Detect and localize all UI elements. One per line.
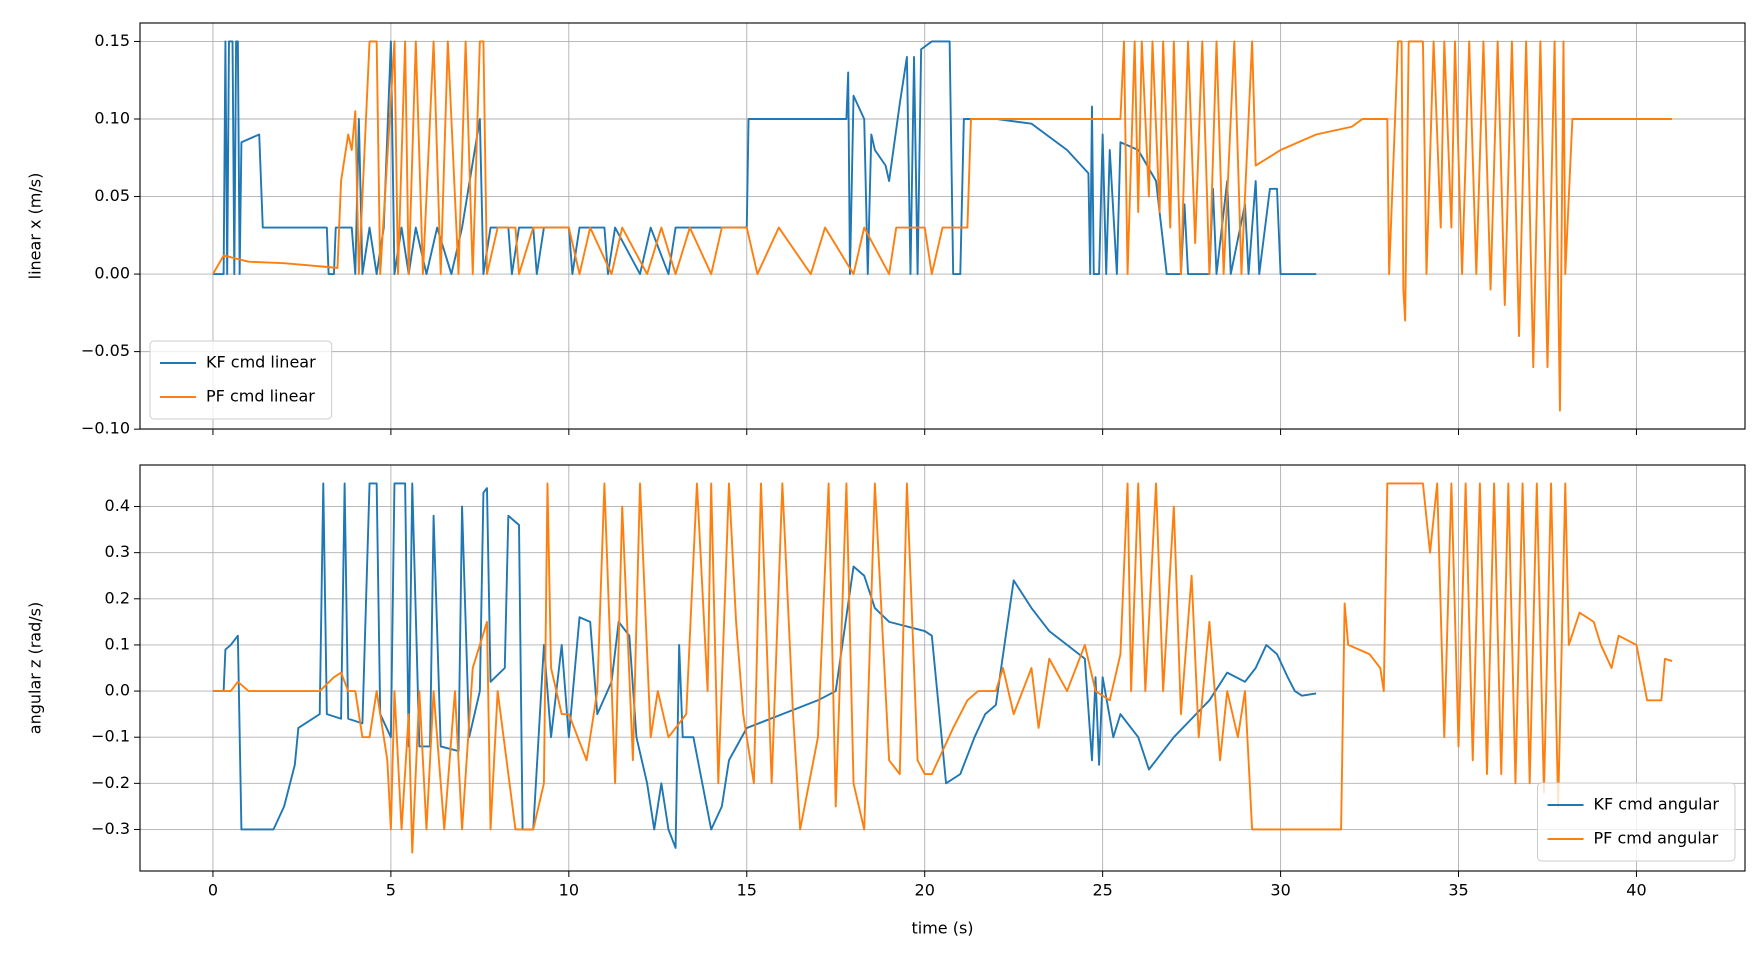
legend-frame (1537, 782, 1736, 862)
series-line (212, 482, 1673, 854)
y-tick-label: 0.3 (105, 542, 130, 561)
series-line (212, 40, 1317, 276)
series-line (212, 40, 1673, 412)
x-tick-label: 15 (737, 881, 757, 900)
y-tick-label: 0.1 (105, 634, 130, 653)
y-tick-label: 0.15 (94, 31, 130, 50)
y-tick-label: 0.4 (105, 496, 130, 515)
x-tick-label: 40 (1626, 881, 1646, 900)
y-tick-label: 0.05 (94, 186, 130, 205)
y-tick-label: 0.00 (94, 264, 130, 283)
x-tick-label: 20 (915, 881, 935, 900)
y-axis-label: linear x (m/s) (26, 173, 45, 280)
y-tick-label: 0.10 (94, 108, 130, 127)
legend: KF cmd linear PF cmd linear (149, 340, 333, 420)
x-tick-label: 35 (1448, 881, 1468, 900)
legend-label: KF cmd linear (206, 353, 316, 372)
y-axis-label: angular z (rad/s) (26, 602, 45, 734)
series-line (212, 482, 1317, 849)
legend-label: PF cmd angular (1594, 829, 1719, 848)
y-tick-label: 0.0 (105, 681, 130, 700)
x-tick-label: 25 (1092, 881, 1112, 900)
y-tick-label: −0.10 (81, 419, 130, 438)
legend: KF cmd angular PF cmd angular (1537, 782, 1736, 862)
y-tick-label: −0.05 (81, 341, 130, 360)
legend-frame (149, 340, 333, 420)
y-tick-label: −0.1 (91, 727, 130, 746)
axes-frame (139, 464, 1746, 872)
axes-frame (139, 22, 1746, 430)
x-tick-label: 5 (386, 881, 396, 900)
x-tick-label: 10 (559, 881, 579, 900)
axes: −0.10 −0.05 0.00 0.05 0.10 0.15 linear x (m/s)… (26, 22, 1746, 438)
y-tick-label: −0.2 (91, 773, 130, 792)
axes: 0 5 10 15 20 25 30 35 40 −0.3 −0.2 −0.1 0.0 0.1 0.2 0.3… (26, 464, 1746, 938)
x-axis-label: time (s) (911, 919, 973, 938)
legend-label: PF cmd linear (206, 387, 315, 406)
legend-label: KF cmd angular (1594, 795, 1720, 814)
x-tick-label: 0 (208, 881, 218, 900)
y-tick-label: −0.3 (91, 819, 130, 838)
x-tick-label: 30 (1270, 881, 1290, 900)
y-tick-label: 0.2 (105, 588, 130, 607)
